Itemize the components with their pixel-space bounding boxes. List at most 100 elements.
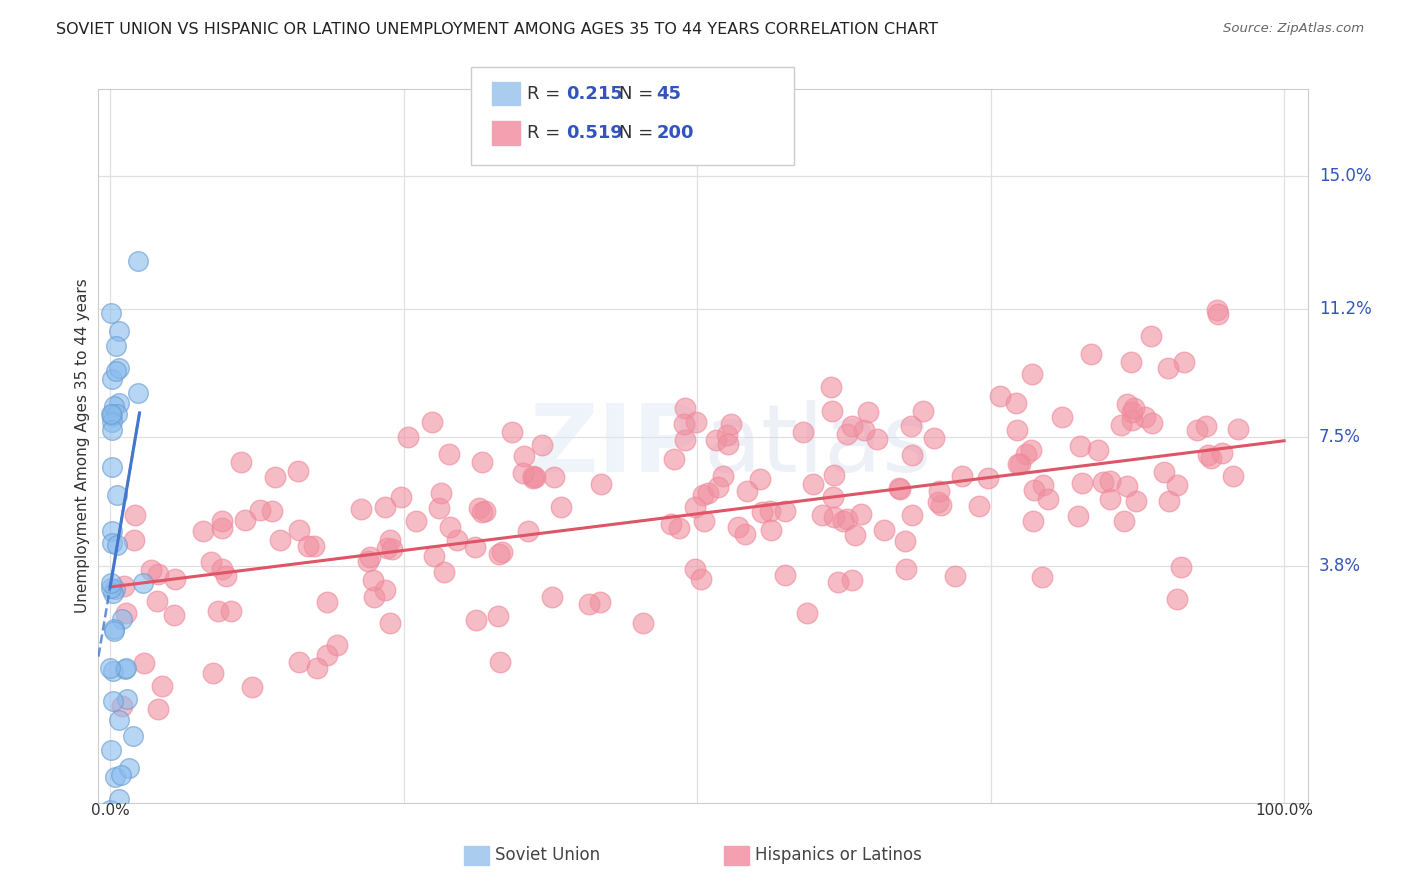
Text: 3.8%: 3.8%: [1319, 558, 1361, 575]
Point: [100, 581, 122, 595]
Point: [748, 472, 770, 486]
Point: [396, 430, 419, 444]
Y-axis label: Unemployment Among Ages 35 to 44 years: Unemployment Among Ages 35 to 44 years: [75, 278, 90, 614]
Point: [1098, 491, 1121, 506]
Point: [837, 427, 859, 442]
Point: [717, 436, 740, 450]
Point: [316, 595, 339, 609]
Point: [1211, 446, 1233, 460]
Point: [759, 524, 782, 538]
Point: [775, 568, 797, 582]
Point: [866, 432, 889, 446]
Point: [1195, 419, 1218, 434]
Point: [359, 550, 381, 565]
Point: [517, 524, 540, 539]
Point: [591, 477, 613, 491]
Point: [1069, 439, 1091, 453]
Point: [1121, 413, 1143, 427]
Point: [988, 389, 1011, 403]
Point: [211, 514, 233, 528]
Point: [1116, 397, 1139, 411]
Point: [685, 415, 707, 429]
Point: [100, 742, 122, 756]
Point: [1159, 493, 1181, 508]
Point: [693, 514, 716, 528]
Point: [901, 508, 924, 522]
Point: [100, 372, 122, 386]
Text: 15.0%: 15.0%: [1319, 167, 1371, 186]
Point: [1109, 417, 1132, 432]
Point: [104, 339, 127, 353]
Point: [823, 509, 845, 524]
Point: [1007, 457, 1029, 471]
Point: [841, 573, 863, 587]
Point: [928, 484, 950, 499]
Point: [132, 656, 155, 670]
Point: [711, 469, 734, 483]
Point: [105, 538, 128, 552]
Point: [488, 548, 510, 562]
Point: [1005, 396, 1028, 410]
Point: [734, 527, 756, 541]
Point: [522, 469, 544, 483]
Text: 7.5%: 7.5%: [1319, 428, 1361, 446]
Point: [288, 524, 311, 538]
Point: [468, 501, 491, 516]
Point: [101, 459, 124, 474]
Point: [100, 524, 122, 539]
Text: N =: N =: [619, 85, 652, 103]
Point: [704, 434, 727, 448]
Point: [589, 595, 612, 609]
Point: [659, 516, 682, 531]
Point: [104, 364, 127, 378]
Text: N =: N =: [619, 124, 652, 142]
Point: [1166, 478, 1188, 492]
Point: [835, 512, 858, 526]
Point: [374, 500, 396, 515]
Point: [1098, 474, 1121, 488]
Point: [105, 488, 128, 502]
Text: 11.2%: 11.2%: [1319, 300, 1371, 318]
Point: [696, 486, 718, 500]
Point: [115, 606, 138, 620]
Point: [111, 699, 134, 714]
Point: [465, 613, 488, 627]
Text: R =: R =: [527, 85, 567, 103]
Point: [950, 468, 973, 483]
Point: [662, 452, 685, 467]
Text: 0.519: 0.519: [567, 124, 623, 142]
Point: [193, 524, 215, 539]
Point: [363, 591, 385, 605]
Point: [104, 582, 127, 596]
Point: [488, 608, 510, 623]
Point: [668, 521, 690, 535]
Point: [894, 562, 917, 576]
Text: 0.215: 0.215: [567, 85, 623, 103]
Point: [927, 495, 949, 509]
Point: [103, 664, 125, 678]
Point: [1226, 422, 1249, 436]
Point: [100, 407, 122, 421]
Point: [240, 681, 263, 695]
Point: [108, 361, 131, 376]
Point: [103, 399, 125, 413]
Point: [108, 792, 131, 806]
Point: [720, 417, 742, 432]
Point: [1199, 450, 1222, 465]
Point: [900, 419, 922, 434]
Point: [287, 655, 309, 669]
Point: [792, 425, 814, 440]
Point: [543, 469, 565, 483]
Point: [107, 713, 129, 727]
Point: [377, 541, 399, 556]
Text: Hispanics or Latinos: Hispanics or Latinos: [755, 846, 922, 863]
Point: [420, 415, 443, 429]
Point: [751, 505, 773, 519]
Point: [471, 505, 494, 519]
Point: [100, 306, 122, 320]
Point: [107, 396, 129, 410]
Point: [433, 565, 456, 579]
Point: [389, 490, 412, 504]
Point: [735, 484, 758, 499]
Point: [796, 606, 818, 620]
